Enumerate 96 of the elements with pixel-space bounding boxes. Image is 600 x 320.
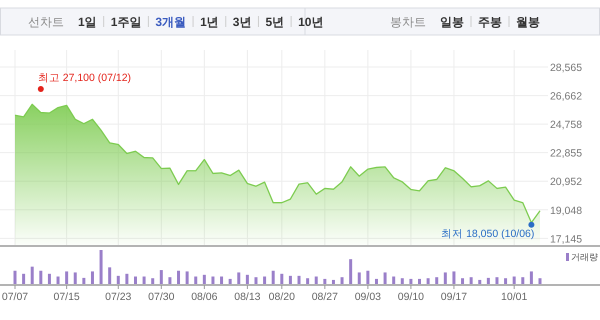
bar [366, 270, 370, 284]
bar [530, 271, 533, 284]
x-tick-label: 07/30 [148, 291, 175, 303]
annotation: 최저 18,050 (10/06) [441, 228, 534, 240]
bar [142, 276, 146, 284]
bar [409, 278, 412, 284]
x-tick-label: 08/06 [191, 291, 218, 303]
x-tick-label: 08/20 [268, 291, 296, 303]
bar [349, 259, 352, 284]
bar [74, 272, 77, 284]
y-tick-label: 22,855 [550, 148, 582, 160]
bar [384, 272, 387, 284]
bar [358, 272, 361, 284]
x-tick-label: 08/13 [234, 291, 261, 303]
bar [280, 274, 284, 284]
bar [65, 271, 68, 284]
text: 1일 [78, 15, 97, 29]
bar [220, 276, 224, 284]
bar [332, 280, 335, 284]
y-tick-label: 19,048 [550, 204, 582, 217]
bar [461, 278, 464, 284]
bar [90, 271, 94, 284]
bar [237, 272, 240, 284]
bar [39, 270, 42, 284]
bar [495, 277, 498, 284]
bar [168, 277, 172, 284]
x-tick-label: 09/10 [398, 291, 424, 303]
bar [444, 272, 447, 284]
text: 일봉 [440, 15, 464, 29]
bar [82, 278, 86, 284]
legend-label: 거래량 [571, 252, 598, 262]
bar [186, 271, 189, 284]
bar [298, 276, 301, 284]
y-tick-label: 20,952 [550, 176, 582, 188]
bar [194, 276, 198, 284]
bar [125, 274, 128, 284]
y-tick-label: 28,565 [550, 62, 582, 74]
bar [314, 276, 318, 284]
bar [374, 278, 378, 284]
text: 10년 [298, 15, 324, 29]
bar [100, 250, 103, 284]
bar [288, 276, 292, 284]
bar [211, 276, 214, 284]
bar [22, 274, 26, 284]
bar [538, 278, 542, 284]
bar [306, 278, 310, 284]
bar [504, 278, 508, 284]
bar [400, 278, 404, 284]
x-tick-label: 10/01 [501, 291, 528, 303]
text: 3개월 [155, 15, 186, 29]
text: 1년 [200, 15, 219, 29]
bar [254, 277, 258, 284]
x-tick-label: 09/03 [354, 291, 382, 303]
text: 3년 [232, 15, 252, 29]
bar [478, 280, 482, 284]
bar [340, 277, 344, 284]
bar [435, 277, 438, 284]
x-tick-label: 07/23 [105, 291, 132, 303]
bar [108, 267, 112, 284]
bar [272, 270, 275, 284]
text: 1주일 [110, 15, 142, 29]
y-tick-label: 17,145 [550, 233, 582, 246]
bar [56, 276, 60, 284]
bar [151, 278, 154, 284]
x-tick-label: 08/27 [312, 291, 338, 303]
bar [418, 278, 422, 284]
text: 월봉 [516, 15, 540, 29]
y-tick-label: 26,662 [550, 90, 582, 103]
bar [323, 278, 326, 284]
bar [512, 276, 516, 284]
annotation: 최고 27,100 (07/12) [38, 72, 132, 84]
bar [521, 277, 524, 284]
bar [134, 276, 137, 284]
bar [246, 274, 249, 284]
y-tick-label: 24,758 [550, 119, 582, 132]
bar [228, 278, 232, 284]
bar [263, 276, 266, 284]
bar [30, 266, 34, 284]
x-tick-label: 07/15 [54, 291, 80, 303]
x-tick-label: 09/17 [440, 291, 468, 303]
bar [160, 270, 163, 284]
x-tick-label: 07/07 [2, 291, 28, 303]
bar [48, 274, 51, 284]
text: 봉차트 [390, 15, 426, 29]
bar [452, 271, 456, 284]
bar [392, 276, 396, 284]
text: 5년 [265, 15, 284, 29]
bar [470, 277, 473, 284]
text: 선차트 [28, 15, 64, 29]
bar [426, 278, 430, 284]
bar [486, 278, 490, 284]
bar [116, 276, 120, 284]
bar [177, 270, 180, 284]
text: 주봉 [478, 15, 502, 29]
bar [202, 274, 206, 284]
bar [14, 270, 16, 284]
